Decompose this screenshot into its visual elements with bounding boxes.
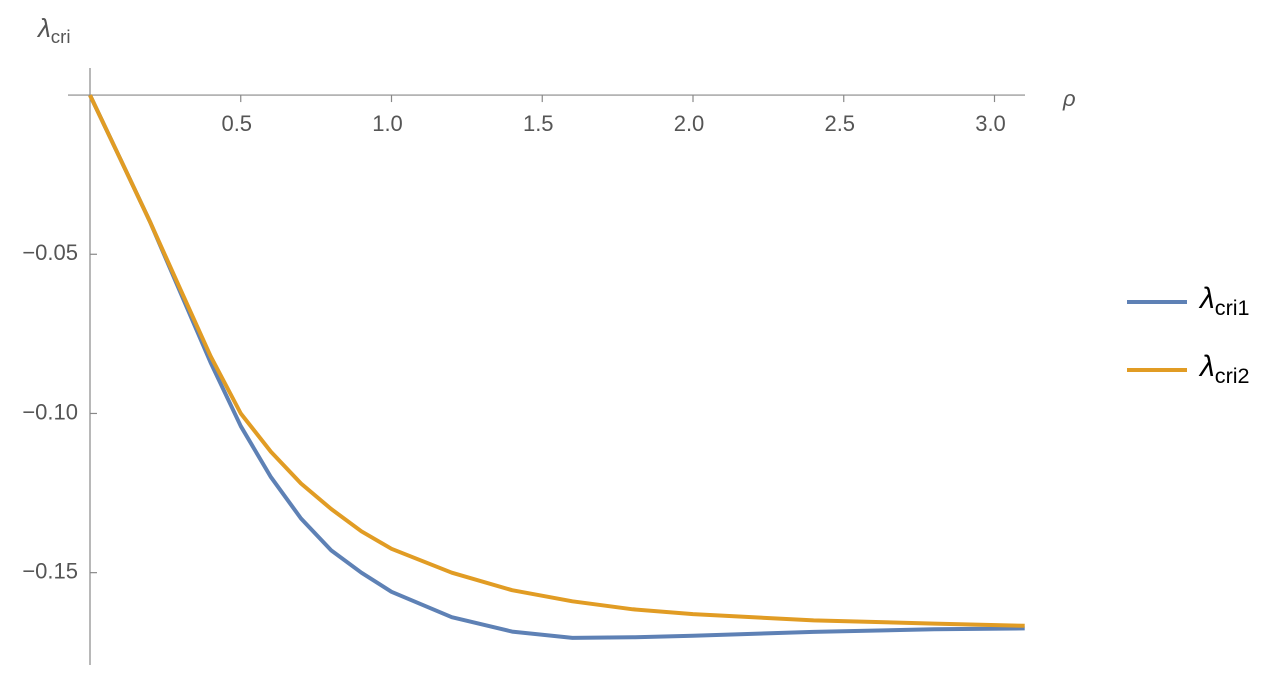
legend-label: λcri1 [1198,282,1250,320]
x-axis-label: ρ [1062,86,1076,111]
x-tick-label: 2.5 [824,111,855,136]
x-tick-label: 0.5 [221,111,252,136]
series-line [88,94,1025,640]
y-tick-label: −0.05 [22,240,78,265]
y-tick-label: −0.10 [22,399,78,424]
x-tick-label: 3.0 [975,111,1006,136]
x-tick-label: 1.0 [372,111,403,136]
legend-label: λcri2 [1198,350,1250,388]
series-line [88,94,1025,628]
y-axis-label: λcri [36,13,71,47]
x-tick-label: 2.0 [674,111,705,136]
x-tick-label: 1.5 [523,111,554,136]
y-tick-label: −0.15 [22,558,78,583]
